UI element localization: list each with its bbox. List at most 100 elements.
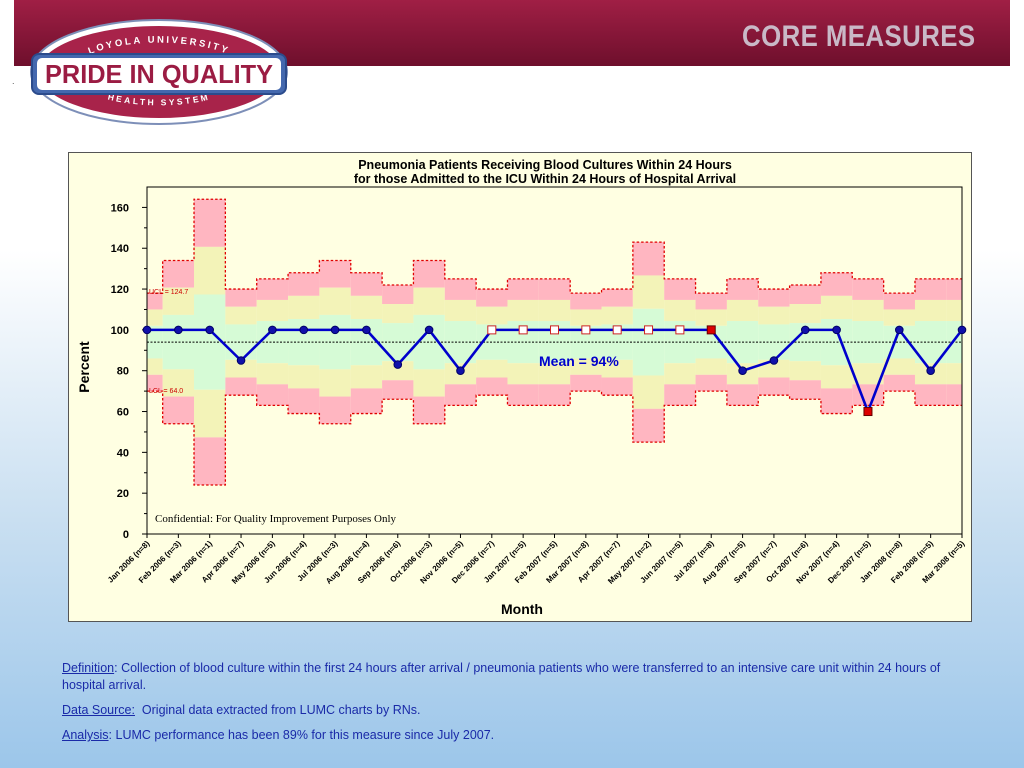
y-tick-label-60: 60 (117, 407, 129, 419)
y-tick-label-100: 100 (111, 325, 129, 337)
control-band-7-4 (350, 388, 383, 414)
control-band-4-1 (256, 299, 289, 322)
definition-paragraph: Definition: Collection of blood culture … (62, 660, 962, 694)
logo-main-text: PRIDE IN QUALITY (45, 59, 273, 89)
control-band-11-1 (476, 306, 508, 325)
control-band-7-0 (350, 272, 383, 296)
control-band-19-4 (726, 384, 759, 406)
control-band-19-1 (726, 299, 759, 322)
control-band-0-3 (147, 358, 163, 375)
control-band-19-0 (726, 278, 759, 300)
control-band-17-1 (664, 299, 696, 322)
control-band-26-0 (946, 278, 962, 300)
control-band-1-2 (162, 314, 195, 370)
data-point-12 (518, 325, 528, 335)
data-point-15 (612, 325, 622, 335)
control-band-5-1 (288, 295, 320, 319)
control-band-24-3 (883, 358, 915, 375)
control-band-14-4 (570, 374, 602, 392)
control-band-15-0 (601, 289, 633, 307)
control-band-0-1 (147, 309, 163, 326)
control-band-12-4 (507, 384, 539, 406)
control-band-22-3 (820, 365, 853, 389)
control-band-20-0 (758, 289, 790, 307)
control-band-9-3 (413, 369, 445, 397)
data-point-21 (800, 325, 810, 335)
control-band-3-2 (225, 324, 257, 360)
control-band-14-0 (570, 293, 602, 310)
data-point-0 (142, 325, 152, 335)
control-band-13-1 (538, 299, 571, 322)
control-band-0-0 (147, 293, 163, 310)
control-band-2-1 (194, 246, 226, 295)
control-band-15-3 (601, 359, 633, 378)
y-tick-label-40: 40 (117, 447, 129, 459)
data-point-10 (456, 366, 465, 376)
control-band-6-3 (319, 369, 351, 397)
control-band-9-0 (413, 260, 445, 288)
control-band-11-3 (476, 359, 508, 378)
page-title: CORE MEASURES (742, 20, 976, 53)
control-band-6-2 (319, 314, 351, 370)
control-band-18-3 (695, 358, 727, 375)
control-band-21-4 (789, 380, 821, 400)
control-band-9-1 (413, 287, 445, 315)
control-band-1-1 (162, 287, 195, 315)
control-band-16-1 (632, 275, 665, 309)
control-band-12-3 (507, 363, 539, 385)
x-axis-label: Month (501, 601, 543, 617)
data-point-23 (863, 407, 873, 417)
control-band-16-3 (632, 375, 665, 409)
pride-in-quality-logo: LOYOLA UNIVERSITY HEALTH SYSTEM PRIDE IN… (30, 19, 288, 125)
analysis-text: : LUMC performance has been 89% for this… (108, 728, 495, 742)
control-band-3-1 (225, 306, 257, 325)
control-band-12-0 (507, 278, 539, 300)
data-point-5 (299, 325, 309, 335)
chart-title-line2: for those Admitted to the ICU Within 24 … (354, 172, 736, 186)
control-band-20-1 (758, 306, 790, 325)
data-point-8 (393, 360, 403, 369)
control-band-21-0 (789, 284, 821, 305)
control-band-4-0 (256, 278, 289, 300)
control-band-15-1 (601, 306, 633, 325)
control-band-8-4 (382, 380, 414, 400)
corner-mark: . (12, 76, 15, 86)
upper-control-limit-line (147, 198, 962, 294)
data-point-7 (362, 325, 371, 335)
data-point-16 (644, 325, 654, 335)
control-band-23-0 (852, 278, 884, 300)
control-band-10-4 (444, 384, 477, 406)
control-band-8-3 (382, 361, 414, 381)
control-band-5-3 (288, 365, 320, 389)
data-source-text: Original data extracted from LUMC charts… (134, 703, 421, 717)
control-band-6-1 (319, 287, 351, 315)
control-band-8-1 (382, 304, 414, 324)
control-band-23-1 (852, 299, 884, 322)
control-band-24-4 (883, 374, 915, 392)
control-band-21-3 (789, 361, 821, 381)
control-band-11-4 (476, 377, 508, 396)
control-band-5-4 (288, 388, 320, 414)
control-band-26-4 (946, 384, 962, 406)
y-axis-label: Percent (76, 341, 92, 393)
control-band-24-1 (883, 309, 915, 326)
control-band-8-0 (382, 284, 414, 305)
lower-control-limit-line (147, 390, 962, 486)
control-band-22-0 (820, 272, 853, 296)
control-band-16-4 (632, 408, 665, 443)
control-band-21-1 (789, 304, 821, 324)
control-band-2-0 (194, 199, 226, 247)
ucl-label: UCL = 124.7 (149, 289, 188, 296)
control-band-3-4 (225, 377, 257, 396)
control-band-23-3 (852, 363, 884, 385)
control-band-18-0 (695, 293, 727, 310)
control-band-25-1 (914, 299, 947, 322)
y-tick-label-140: 140 (111, 243, 129, 255)
control-band-12-1 (507, 299, 539, 322)
control-band-5-0 (288, 272, 320, 296)
control-band-9-4 (413, 396, 445, 424)
control-band-10-1 (444, 299, 477, 322)
data-point-22 (832, 325, 841, 335)
control-band-18-4 (695, 374, 727, 392)
y-tick-label-120: 120 (111, 284, 129, 296)
